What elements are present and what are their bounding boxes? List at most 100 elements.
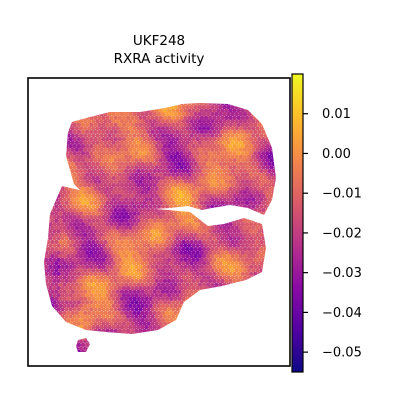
spot — [248, 207, 254, 213]
spot — [175, 186, 180, 191]
spot — [58, 161, 63, 167]
spot — [76, 193, 82, 198]
spot — [179, 158, 184, 163]
spot — [134, 271, 139, 277]
spot — [82, 190, 88, 195]
spot — [222, 289, 227, 294]
spot — [60, 172, 65, 177]
spot — [189, 147, 194, 152]
spot — [117, 300, 123, 305]
spot — [38, 226, 42, 230]
spot — [152, 161, 157, 167]
spot — [130, 200, 135, 206]
spot — [95, 346, 100, 351]
spot — [162, 179, 168, 184]
spot — [171, 165, 176, 170]
spot — [113, 200, 118, 206]
spot — [101, 321, 106, 326]
spot — [236, 314, 241, 319]
spot — [128, 261, 133, 266]
spot — [259, 261, 264, 266]
spot — [84, 243, 90, 248]
spot — [238, 161, 244, 167]
spot — [226, 112, 231, 117]
spot — [259, 325, 264, 330]
spot — [99, 296, 104, 301]
spot — [38, 311, 42, 315]
spot — [95, 154, 100, 159]
spot — [166, 271, 172, 277]
spot — [238, 197, 244, 202]
spot — [78, 218, 84, 223]
spot — [76, 200, 82, 206]
spot — [173, 275, 178, 280]
spot — [48, 314, 53, 319]
spot — [214, 161, 219, 167]
spot — [117, 278, 123, 284]
spot — [146, 207, 151, 213]
spot — [228, 314, 233, 319]
spot — [58, 332, 63, 337]
spot — [97, 136, 102, 142]
spot — [242, 225, 248, 230]
spot — [234, 133, 239, 138]
spot — [125, 314, 131, 319]
spot — [93, 257, 98, 262]
spot — [121, 151, 127, 156]
spot — [87, 317, 92, 323]
spot — [191, 307, 196, 312]
spot — [236, 236, 241, 241]
spot — [187, 321, 192, 326]
spot — [128, 254, 133, 259]
spot — [181, 183, 186, 188]
spot — [52, 144, 57, 149]
spot — [273, 229, 276, 234]
spot — [148, 289, 153, 294]
spot — [140, 275, 145, 280]
spot — [267, 254, 272, 259]
spot — [64, 165, 69, 170]
spot — [177, 254, 182, 259]
spot — [166, 293, 172, 298]
spot — [38, 155, 42, 159]
spot — [66, 289, 71, 294]
spot — [113, 207, 118, 213]
spot — [109, 300, 114, 305]
spot — [136, 98, 140, 102]
spot — [187, 172, 192, 177]
spot — [54, 296, 59, 301]
spot — [166, 285, 172, 291]
spot — [280, 353, 284, 357]
spot — [95, 353, 99, 357]
spot — [171, 357, 175, 361]
spot — [50, 133, 55, 138]
spot — [58, 133, 63, 138]
spot — [80, 158, 86, 163]
spot — [179, 264, 184, 270]
spot — [46, 154, 51, 159]
spot — [105, 193, 110, 198]
spot — [216, 285, 221, 291]
spot — [46, 140, 51, 145]
spot — [99, 154, 104, 159]
spot — [166, 158, 172, 163]
spot — [154, 165, 159, 170]
spot — [93, 307, 98, 312]
spot — [240, 328, 246, 333]
spot — [253, 300, 258, 305]
spot — [240, 179, 246, 184]
spot — [189, 183, 194, 188]
spot — [228, 115, 233, 120]
spot — [185, 346, 190, 351]
spot — [195, 158, 200, 163]
spot — [156, 246, 162, 252]
spot — [113, 285, 118, 291]
spot — [187, 250, 192, 255]
spot — [44, 243, 45, 248]
spot — [140, 211, 145, 216]
spot — [177, 154, 182, 159]
spot — [199, 151, 205, 156]
spot — [138, 349, 143, 352]
spot — [89, 229, 94, 234]
spot — [80, 222, 86, 227]
